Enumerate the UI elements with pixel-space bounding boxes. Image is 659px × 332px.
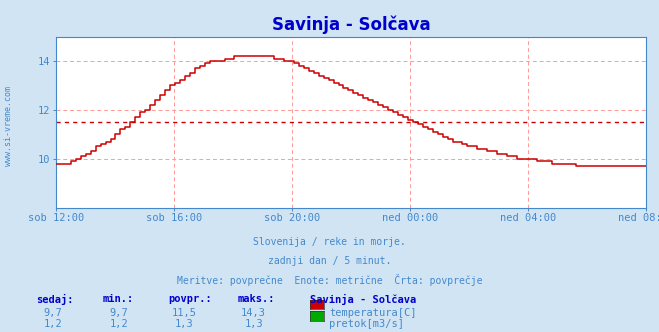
Text: temperatura[C]: temperatura[C] — [330, 308, 417, 318]
Text: povpr.:: povpr.: — [168, 294, 212, 304]
Text: 14,3: 14,3 — [241, 308, 266, 318]
Text: www.si-vreme.com: www.si-vreme.com — [4, 86, 13, 166]
Text: 9,7: 9,7 — [43, 308, 62, 318]
Text: Slovenija / reke in morje.: Slovenija / reke in morje. — [253, 237, 406, 247]
Text: 1,2: 1,2 — [109, 319, 128, 329]
Text: Savinja - Solčava: Savinja - Solčava — [310, 294, 416, 305]
Text: 1,3: 1,3 — [175, 319, 194, 329]
Text: 9,7: 9,7 — [109, 308, 128, 318]
Text: zadnji dan / 5 minut.: zadnji dan / 5 minut. — [268, 256, 391, 266]
Text: 11,5: 11,5 — [172, 308, 197, 318]
Text: sedaj:: sedaj: — [36, 294, 74, 305]
Text: 1,3: 1,3 — [244, 319, 263, 329]
Text: 1,2: 1,2 — [43, 319, 62, 329]
Text: Meritve: povprečne  Enote: metrične  Črta: povprečje: Meritve: povprečne Enote: metrične Črta:… — [177, 274, 482, 286]
Text: min.:: min.: — [102, 294, 133, 304]
Title: Savinja - Solčava: Savinja - Solčava — [272, 15, 430, 34]
Text: maks.:: maks.: — [237, 294, 275, 304]
Text: pretok[m3/s]: pretok[m3/s] — [330, 319, 405, 329]
